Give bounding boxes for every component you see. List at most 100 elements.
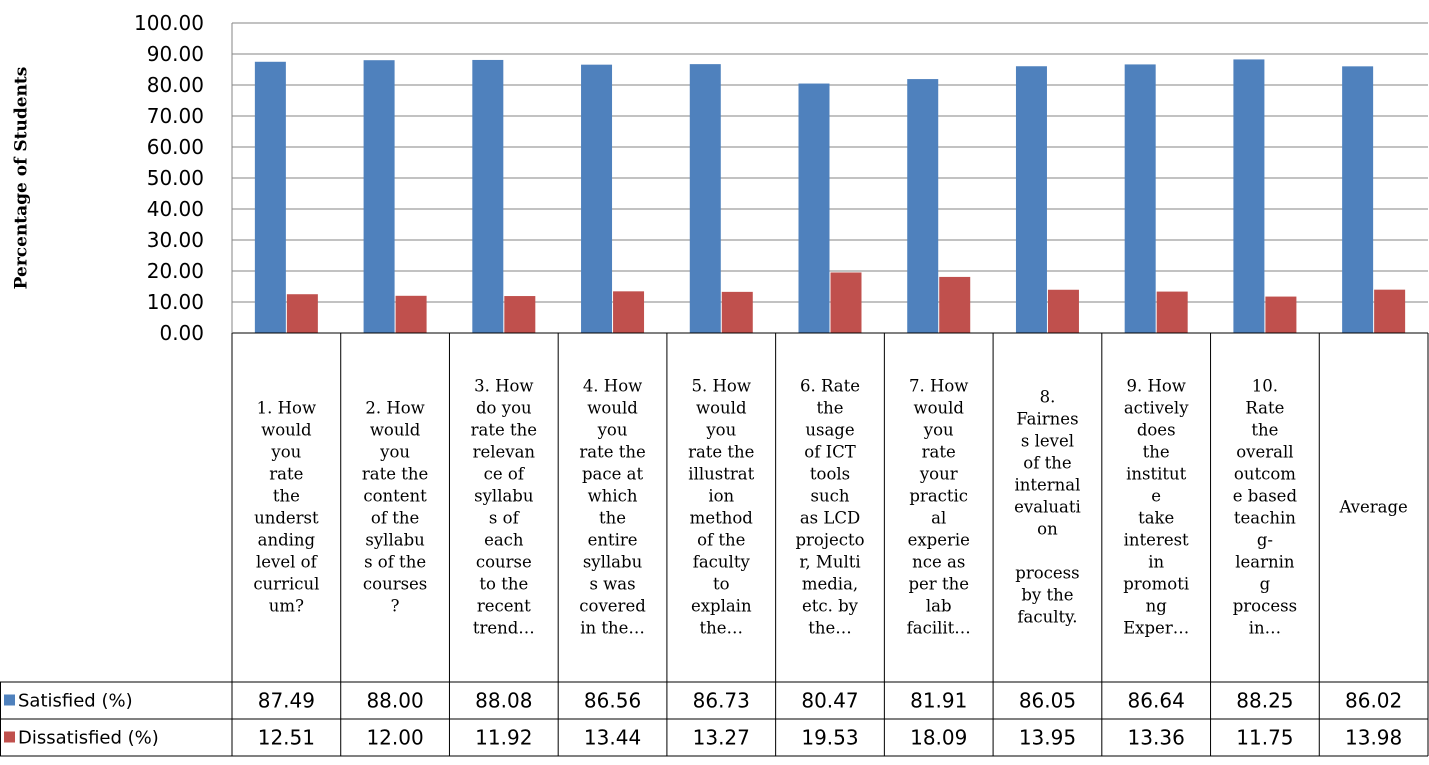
y-tick-label: 90.00: [147, 42, 204, 66]
data-label: 86.73: [693, 689, 750, 713]
category-label: would: [913, 399, 964, 418]
category-label: ?: [391, 597, 400, 616]
bar-dissatisfied: [721, 291, 753, 333]
category-label: 9. How: [1126, 377, 1185, 396]
category-label: do you: [476, 399, 532, 418]
category-label: on: [1037, 520, 1058, 539]
category-label: which: [588, 487, 638, 506]
category-label: take: [1138, 509, 1174, 528]
category-label: the…: [808, 619, 852, 638]
data-label: 81.91: [910, 689, 967, 713]
category-label: s of: [489, 509, 521, 528]
category-label: facilit…: [907, 619, 971, 638]
bars: [254, 59, 1406, 334]
data-label: 88.25: [1236, 689, 1293, 713]
category-label: rate the: [688, 443, 754, 462]
category-label: syllabu: [365, 531, 425, 550]
bar-satisfied: [472, 59, 504, 334]
legend-label: Dissatisfied (%): [18, 728, 159, 749]
category-label: the: [1251, 421, 1278, 440]
category-label: g-: [1257, 531, 1273, 550]
category-label: the: [273, 487, 300, 506]
category-label: trend…: [473, 619, 535, 638]
category-label: 3. How: [474, 377, 533, 396]
category-label: your: [919, 465, 958, 484]
category-label: 2. How: [365, 399, 424, 418]
bar-satisfied: [1124, 64, 1156, 333]
category-label: s of the: [364, 553, 426, 572]
category-label: syllabu: [583, 553, 643, 572]
category-label: you: [270, 443, 301, 462]
category-label: relevan: [473, 443, 536, 462]
category-label: the: [1143, 443, 1170, 462]
data-label: 86.02: [1345, 689, 1402, 713]
bar-satisfied: [798, 83, 830, 333]
category-label: would: [370, 421, 421, 440]
category-label: of the: [697, 531, 745, 550]
category-label: process: [1015, 564, 1079, 583]
category-label: interest: [1124, 531, 1189, 550]
data-label: 12.51: [258, 726, 315, 750]
category-label: overall: [1236, 443, 1293, 462]
legend-swatch: [4, 694, 15, 706]
bar-dissatisfied: [504, 296, 536, 333]
category-label: usage: [805, 421, 854, 440]
category-label: media,: [802, 575, 858, 594]
category-label: you: [379, 443, 410, 462]
bar-satisfied: [689, 64, 721, 334]
category-label: teachin: [1234, 509, 1296, 528]
category-label: of the: [371, 509, 419, 528]
category-label: does: [1137, 421, 1176, 440]
category-label: rate: [922, 443, 956, 462]
bar-dissatisfied: [395, 295, 427, 333]
category-label: would: [261, 421, 312, 440]
category-label: in…: [1249, 619, 1281, 638]
category-label: um?: [269, 597, 304, 616]
data-label: 86.64: [1128, 689, 1185, 713]
category-label: of ICT: [804, 443, 855, 462]
category-label: 5. How: [692, 377, 751, 396]
category-label: ce of: [484, 465, 526, 484]
bar-dissatisfied: [286, 294, 318, 333]
y-tick-label: 30.00: [147, 228, 204, 252]
category-label: rate the: [471, 421, 537, 440]
category-label: ng: [1146, 597, 1168, 616]
bar-dissatisfied: [939, 276, 971, 333]
category-label: etc. by: [802, 597, 859, 616]
bar-dissatisfied: [1047, 289, 1079, 333]
data-label: 88.08: [475, 689, 532, 713]
data-label: 13.44: [584, 726, 641, 750]
category-label: to: [713, 575, 730, 594]
bar-satisfied: [1233, 59, 1265, 334]
category-label: courses: [363, 575, 427, 594]
bar-satisfied: [907, 79, 939, 333]
bar-dissatisfied: [1156, 291, 1188, 333]
category-label: 7. How: [909, 377, 968, 396]
category-label: r, Multi: [799, 553, 860, 572]
category-label: illustrat: [688, 465, 754, 484]
category-label: syllabu: [474, 487, 534, 506]
data-label: 86.56: [584, 689, 641, 713]
category-label: Average: [1338, 498, 1407, 517]
category-label: anding: [258, 531, 316, 550]
category-label: each: [484, 531, 524, 550]
y-tick-label: 60.00: [147, 135, 204, 159]
y-tick-label: 20.00: [147, 259, 204, 283]
category-label: rate: [269, 465, 303, 484]
bar-dissatisfied: [830, 272, 862, 333]
bar-satisfied: [1342, 66, 1374, 333]
data-label: 88.00: [366, 689, 423, 713]
category-label: evaluati: [1014, 498, 1081, 517]
y-tick-label: 80.00: [147, 73, 204, 97]
category-label: level of: [256, 553, 319, 572]
category-label: process: [1233, 597, 1297, 616]
category-label: projecto: [795, 531, 864, 550]
category-label: explain: [691, 597, 752, 616]
category-label: course: [476, 553, 532, 572]
category-label: 4. How: [583, 377, 642, 396]
y-tick-label: 0.00: [159, 321, 204, 345]
category-label: of the: [1023, 454, 1071, 473]
bar-satisfied: [254, 61, 286, 333]
legend-label: Satisfied (%): [18, 691, 133, 712]
bar-satisfied: [1015, 66, 1047, 334]
